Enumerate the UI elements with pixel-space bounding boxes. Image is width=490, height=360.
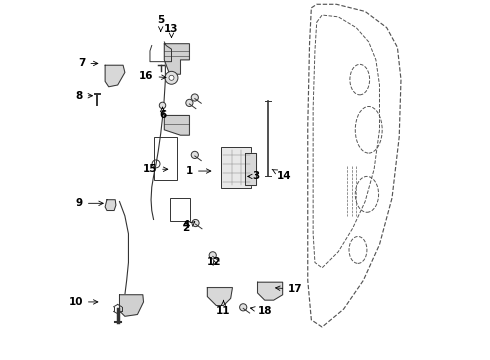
Text: 4: 4 (182, 220, 190, 230)
FancyBboxPatch shape (221, 147, 251, 188)
Circle shape (159, 102, 166, 109)
Text: 6: 6 (159, 107, 166, 121)
Bar (153, 137, 177, 180)
Text: 5: 5 (157, 15, 164, 31)
Polygon shape (105, 65, 125, 87)
Polygon shape (258, 282, 283, 300)
Polygon shape (245, 153, 256, 185)
Text: 2: 2 (182, 222, 195, 233)
Circle shape (192, 220, 199, 226)
Text: 18: 18 (250, 306, 272, 316)
Bar (171, 198, 190, 221)
Circle shape (191, 94, 198, 101)
Text: 16: 16 (139, 71, 166, 81)
Text: 12: 12 (207, 257, 221, 267)
Circle shape (240, 304, 247, 311)
Text: 9: 9 (76, 198, 103, 208)
Text: 11: 11 (216, 300, 231, 316)
Circle shape (186, 99, 193, 107)
Text: 13: 13 (164, 24, 179, 37)
Polygon shape (164, 44, 190, 74)
Text: 7: 7 (78, 58, 98, 68)
Text: 10: 10 (69, 297, 98, 307)
Circle shape (191, 151, 198, 158)
Circle shape (169, 75, 174, 80)
Circle shape (209, 252, 216, 259)
Polygon shape (105, 200, 116, 211)
Polygon shape (207, 288, 232, 306)
Polygon shape (164, 116, 190, 135)
Text: 3: 3 (248, 171, 259, 181)
Text: 15: 15 (143, 164, 168, 174)
Text: 14: 14 (272, 169, 292, 181)
Circle shape (165, 71, 178, 84)
Polygon shape (120, 295, 144, 316)
Text: 1: 1 (186, 166, 211, 176)
Text: 8: 8 (75, 91, 93, 101)
Text: 17: 17 (275, 284, 303, 294)
